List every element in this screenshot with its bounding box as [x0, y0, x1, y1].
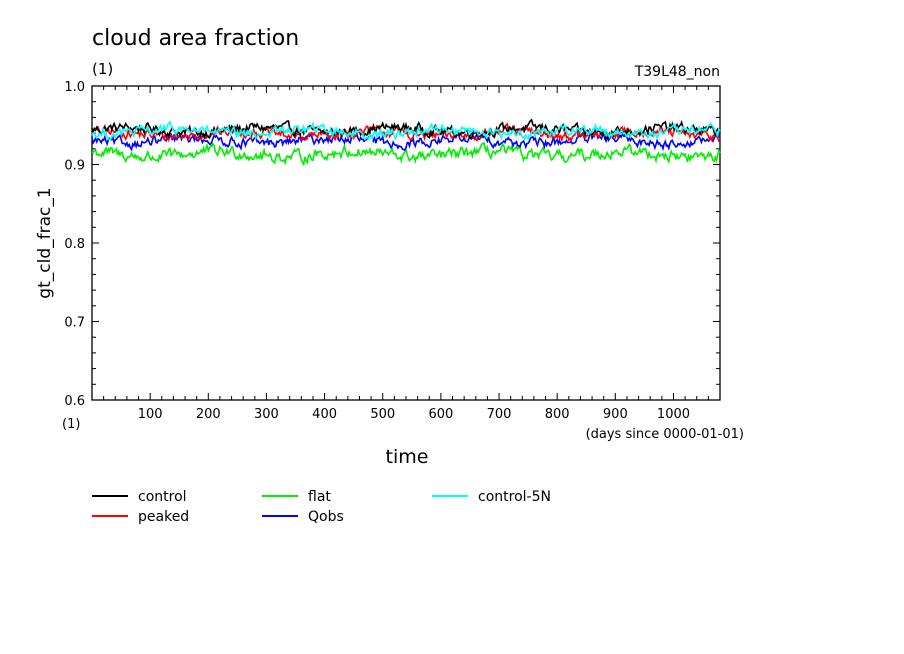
- x-tick-label: 1000: [657, 407, 690, 422]
- run-label: T39L48_non: [634, 64, 720, 80]
- legend: control peaked flat Qobs control-5N: [92, 489, 551, 525]
- series-line-peaked: [91, 122, 721, 143]
- y-tick-label: 0.9: [64, 159, 85, 174]
- y-tick-label: 0.6: [64, 394, 85, 409]
- y-axis-label: gt_cld_frac_1: [35, 187, 55, 298]
- chart-title: cloud area fraction: [92, 26, 299, 51]
- x-tick-label: 900: [603, 407, 628, 422]
- x-tick-label: 200: [196, 407, 221, 422]
- legend-label: flat: [308, 489, 331, 505]
- series-line-qobs: [91, 130, 721, 152]
- y-tick-label: 0.7: [64, 316, 85, 331]
- legend-label: control: [138, 489, 187, 505]
- axis-ticks: 100 200 300 400 500 600 700 800 900 1000 0.6 0.7 0.8…: [64, 80, 720, 422]
- y-axis-units: (1): [62, 417, 80, 432]
- legend-label: Qobs: [308, 509, 344, 525]
- x-axis-label: time: [386, 446, 429, 468]
- x-tick-label: 500: [370, 407, 395, 422]
- x-tick-label: 400: [312, 407, 337, 422]
- legend-label: peaked: [138, 509, 189, 525]
- x-tick-label: 800: [545, 407, 570, 422]
- y-tick-label: 0.8: [64, 237, 85, 252]
- x-tick-label: 100: [138, 407, 163, 422]
- x-tick-label: 600: [428, 407, 453, 422]
- title-units: (1): [92, 60, 113, 78]
- series-lines: [91, 118, 721, 167]
- legend-label: control-5N: [478, 489, 551, 505]
- x-axis-units: (days since 0000-01-01): [586, 427, 744, 442]
- x-tick-label: 300: [254, 407, 279, 422]
- series-line-control-5n: [91, 120, 721, 142]
- series-line-flat: [91, 141, 721, 167]
- x-tick-label: 700: [487, 407, 512, 422]
- y-tick-label: 1.0: [64, 80, 85, 95]
